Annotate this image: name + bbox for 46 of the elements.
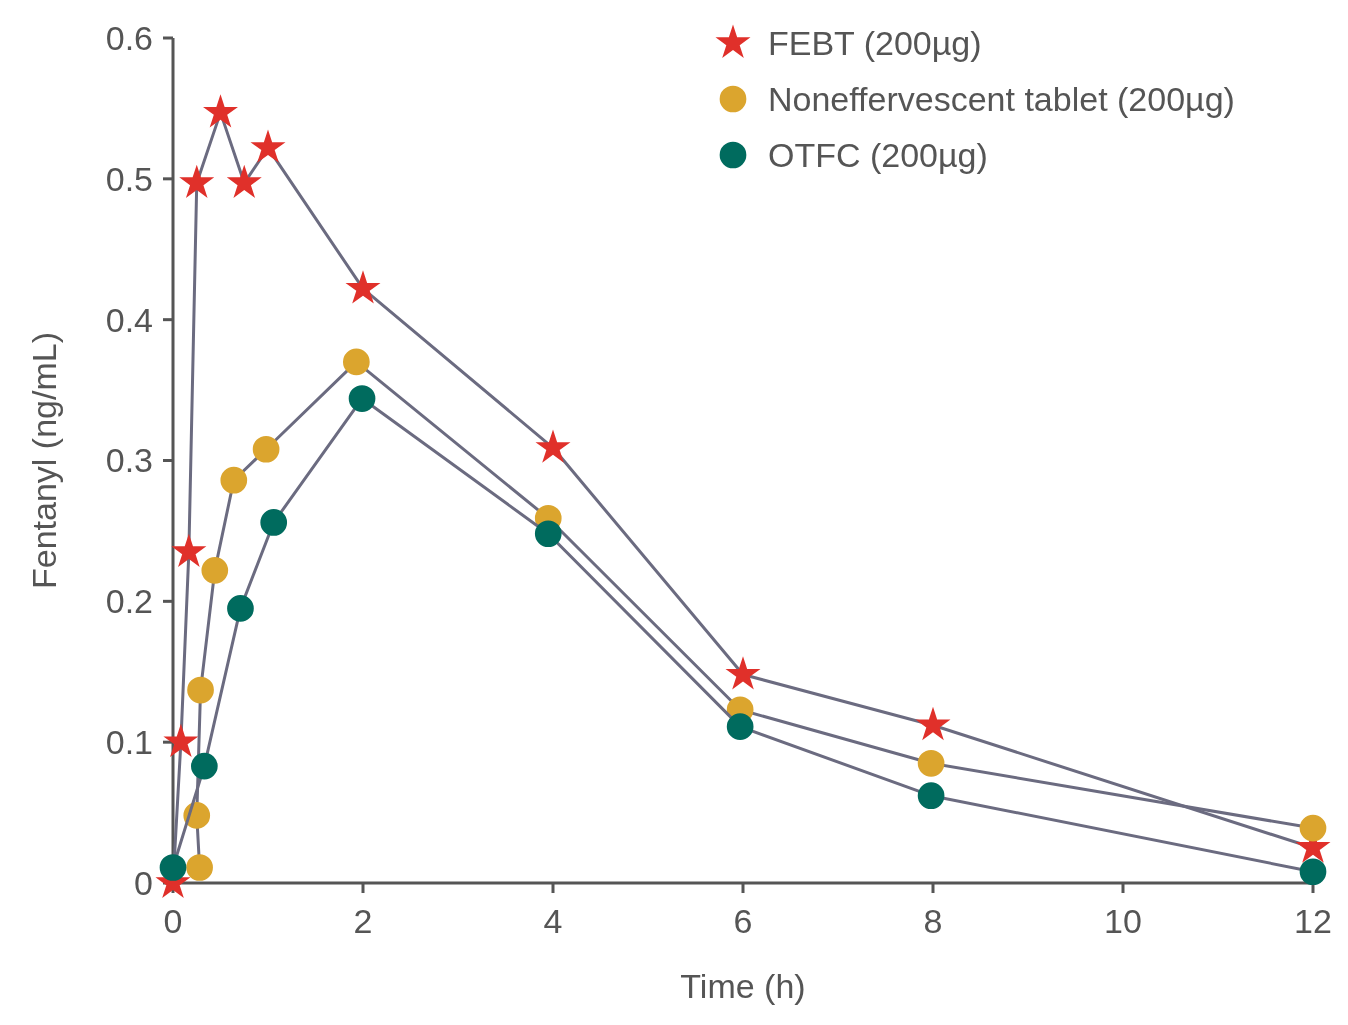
point: [250, 129, 286, 163]
point: [171, 533, 207, 567]
point: [348, 385, 376, 412]
point: [917, 749, 945, 777]
point: [226, 164, 262, 198]
point: [201, 557, 229, 584]
point: [534, 520, 562, 548]
x-tick-label: 12: [1294, 902, 1332, 940]
point: [220, 466, 248, 494]
y-tick-label: 0: [134, 863, 153, 902]
point: [163, 723, 199, 758]
x-tick-label: 6: [733, 902, 753, 940]
point: [191, 752, 218, 780]
legend-label: Noneffervescent tablet (200µg): [768, 79, 1235, 118]
point: [725, 656, 761, 690]
x-axis-title: Time (h): [680, 967, 806, 1005]
point: [252, 435, 280, 463]
point: [179, 164, 215, 198]
point: [726, 713, 754, 740]
point: [187, 676, 214, 704]
point: [535, 429, 571, 463]
x-tick-label: 4: [543, 902, 563, 940]
point: [915, 706, 951, 741]
y-tick-label: 0.2: [105, 582, 153, 621]
point: [159, 854, 187, 881]
point: [203, 94, 238, 128]
y-tick-label: 0.5: [105, 159, 153, 198]
x-tick-label: 2: [353, 902, 373, 940]
point: [227, 595, 254, 622]
y-axis-title: Fentanyl (ng/mL): [25, 332, 63, 589]
x-tick-label: 8: [923, 902, 943, 940]
point: [343, 348, 370, 376]
y-tick-label: 0.6: [105, 18, 153, 57]
x-tick-label: 10: [1104, 902, 1142, 940]
y-tick-label: 0.1: [105, 723, 153, 762]
point: [260, 509, 288, 536]
y-tick-label: 0.4: [105, 300, 153, 339]
point: [1299, 858, 1327, 886]
point: [917, 782, 945, 810]
point: [1299, 814, 1327, 842]
point: [186, 854, 213, 881]
point: [345, 270, 381, 304]
legend-label: FEBT (200µg): [768, 23, 982, 62]
legend-label: OTFC (200µg): [768, 135, 988, 174]
y-tick-label: 0.3: [105, 441, 153, 480]
x-tick-label: 0: [163, 902, 183, 940]
